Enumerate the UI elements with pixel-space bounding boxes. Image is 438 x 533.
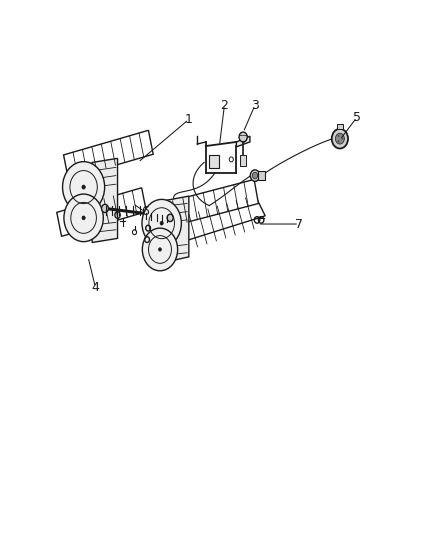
Circle shape [142, 228, 178, 271]
Text: 3: 3 [251, 99, 259, 111]
Circle shape [142, 199, 181, 247]
Polygon shape [152, 180, 258, 230]
Text: 7: 7 [295, 217, 303, 230]
Bar [240, 156, 246, 166]
Circle shape [332, 129, 348, 149]
Circle shape [250, 170, 260, 181]
Circle shape [252, 172, 258, 179]
Polygon shape [92, 158, 117, 243]
Circle shape [64, 194, 103, 241]
Circle shape [63, 161, 105, 213]
Circle shape [82, 185, 85, 189]
Text: 1: 1 [185, 113, 193, 126]
Text: 2: 2 [221, 99, 228, 111]
Circle shape [336, 133, 344, 144]
Circle shape [342, 138, 343, 140]
Circle shape [338, 140, 339, 143]
Circle shape [82, 216, 85, 220]
Polygon shape [237, 136, 250, 147]
Circle shape [239, 132, 247, 142]
Bar [208, 156, 219, 168]
Circle shape [338, 135, 339, 137]
Text: 5: 5 [353, 111, 361, 124]
Text: 4: 4 [92, 281, 99, 294]
Bar [337, 124, 343, 129]
Circle shape [159, 248, 161, 251]
Bar [258, 172, 265, 180]
Text: 6: 6 [141, 205, 148, 218]
Circle shape [160, 221, 163, 225]
Circle shape [167, 214, 173, 222]
Polygon shape [64, 130, 153, 179]
Polygon shape [57, 188, 146, 236]
Circle shape [102, 204, 108, 213]
Polygon shape [167, 196, 189, 262]
Polygon shape [170, 195, 265, 243]
